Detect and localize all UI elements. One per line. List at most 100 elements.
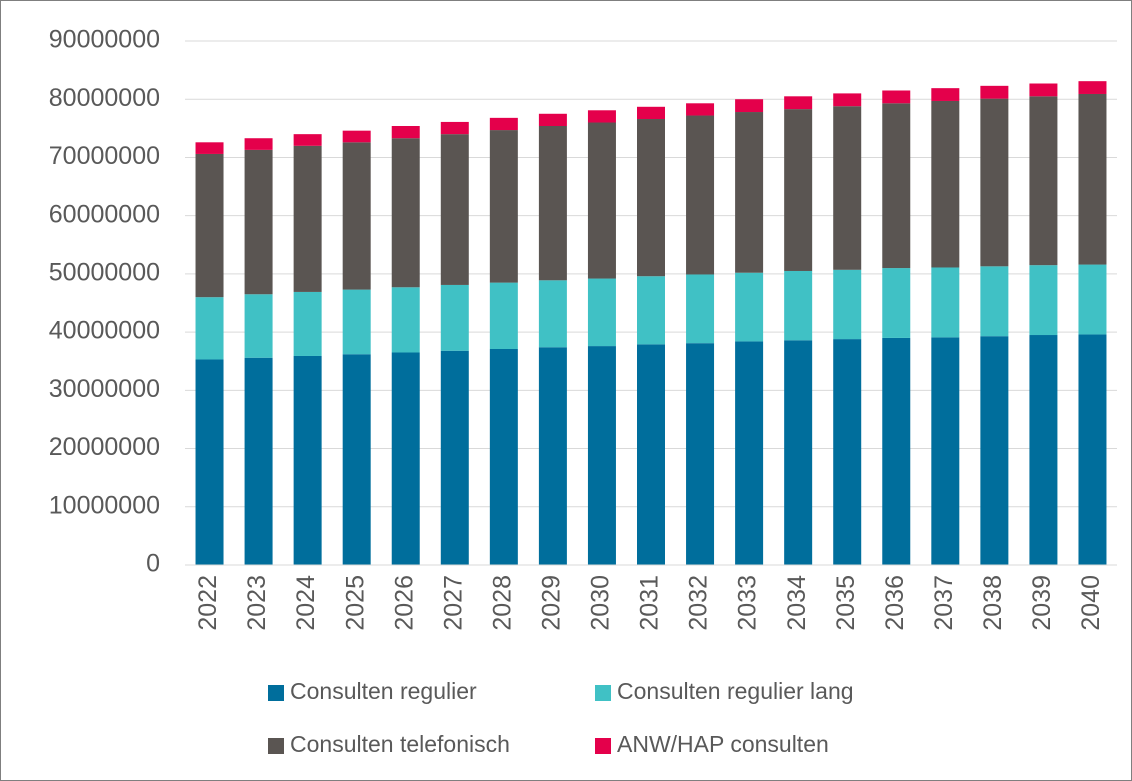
bar-segment <box>637 276 665 345</box>
bar-segment <box>293 145 322 292</box>
bar-segment <box>587 278 616 347</box>
bar-segment <box>931 88 960 101</box>
bar-segment <box>293 291 322 356</box>
x-tick-label: 2038 <box>979 575 1007 631</box>
bar-segment <box>587 122 616 279</box>
bar-segment <box>195 153 224 298</box>
x-tick-label: 2022 <box>194 575 222 631</box>
x-tick-label: 2034 <box>783 575 811 631</box>
bar-segment <box>538 113 567 127</box>
bar-segment <box>833 93 862 107</box>
x-tick-label: 2031 <box>636 575 664 631</box>
bar-segment <box>686 103 715 116</box>
bar-segment <box>980 98 1009 267</box>
bar-segment <box>1078 334 1107 565</box>
bar-segment <box>440 350 469 565</box>
bar-segment <box>244 138 273 150</box>
bar-segment <box>735 272 764 342</box>
y-tick-label: 30000000 <box>49 375 160 403</box>
bar-segment <box>342 354 371 565</box>
legend-swatch <box>268 738 284 754</box>
bar-segment <box>833 339 862 565</box>
bar-segment <box>882 337 911 565</box>
bar-segment <box>686 274 715 344</box>
y-tick-label: 70000000 <box>49 142 160 170</box>
bar-segment <box>735 99 764 113</box>
bar-segment <box>195 359 224 565</box>
y-tick-label: 0 <box>146 550 160 578</box>
bar-segment <box>342 142 371 290</box>
bar-segment <box>735 112 764 273</box>
bar-segment <box>686 115 715 275</box>
y-tick-label: 10000000 <box>49 491 160 519</box>
bar-segment <box>440 284 469 351</box>
bar-segment <box>244 149 273 295</box>
bar-segment <box>195 142 224 154</box>
legend-label: Consulten regulier <box>290 678 477 704</box>
bar-segment <box>587 110 616 123</box>
bar-segment <box>244 357 273 565</box>
x-tick-label: 2027 <box>439 575 467 631</box>
bar-segment <box>293 134 322 146</box>
bar-segment <box>391 138 420 288</box>
bar-segment <box>1078 81 1107 94</box>
bar-segment <box>1029 265 1058 336</box>
bar-segment <box>1029 335 1058 565</box>
legend-swatch <box>595 738 611 754</box>
x-tick-label: 2036 <box>881 575 909 631</box>
x-tick-label: 2035 <box>832 575 860 631</box>
bar-segment <box>980 336 1009 565</box>
bar-segment <box>342 130 371 143</box>
y-tick-label: 90000000 <box>49 26 160 54</box>
y-tick-label: 40000000 <box>49 317 160 345</box>
y-tick-label: 20000000 <box>49 433 160 461</box>
bar-segment <box>784 96 813 110</box>
bar-segment <box>342 289 371 355</box>
x-tick-label: 2023 <box>243 575 271 631</box>
bar-segment <box>391 287 420 353</box>
bar-segment <box>538 347 567 565</box>
bar-segment <box>735 341 764 565</box>
bar-segment <box>637 106 665 120</box>
bar-segment <box>1078 264 1107 335</box>
y-tick-label: 80000000 <box>49 84 160 112</box>
x-tick-label: 2032 <box>685 575 713 631</box>
bar-segment <box>489 130 518 283</box>
bar-segment <box>882 268 911 338</box>
bar-segment <box>980 266 1009 337</box>
bar-segment <box>489 348 518 565</box>
bar-segment <box>637 119 665 277</box>
bar-segment <box>1078 93 1107 265</box>
bar-segment <box>391 126 420 139</box>
bar-segment <box>195 297 224 360</box>
bar-segment <box>784 340 813 565</box>
bar-segment <box>784 109 813 271</box>
bar-segment <box>980 85 1009 99</box>
bar-segment <box>931 267 960 338</box>
bar-segment <box>440 121 469 135</box>
bar-segment <box>1029 96 1058 266</box>
bar-segment <box>538 126 567 281</box>
x-tick-label: 2025 <box>341 575 369 631</box>
bar-segment <box>784 270 813 341</box>
bar-segment <box>391 352 420 565</box>
bar-segment <box>244 294 273 358</box>
bar-segment <box>833 269 862 340</box>
bar-segment <box>686 343 715 565</box>
bar-segment <box>538 280 567 348</box>
x-tick-label: 2026 <box>390 575 418 631</box>
bar-segment <box>440 134 469 285</box>
bar-segment <box>882 90 911 104</box>
bar-segment <box>587 346 616 565</box>
bar-segment <box>931 337 960 565</box>
bar-segment <box>931 100 960 268</box>
legend-swatch <box>595 685 611 701</box>
x-tick-label: 2039 <box>1028 575 1056 631</box>
bar-segment <box>882 103 911 269</box>
bar-segment <box>489 117 518 131</box>
x-tick-label: 2024 <box>292 575 320 631</box>
x-tick-label: 2037 <box>930 575 958 631</box>
x-tick-label: 2033 <box>734 575 762 631</box>
legend-swatch <box>268 685 284 701</box>
